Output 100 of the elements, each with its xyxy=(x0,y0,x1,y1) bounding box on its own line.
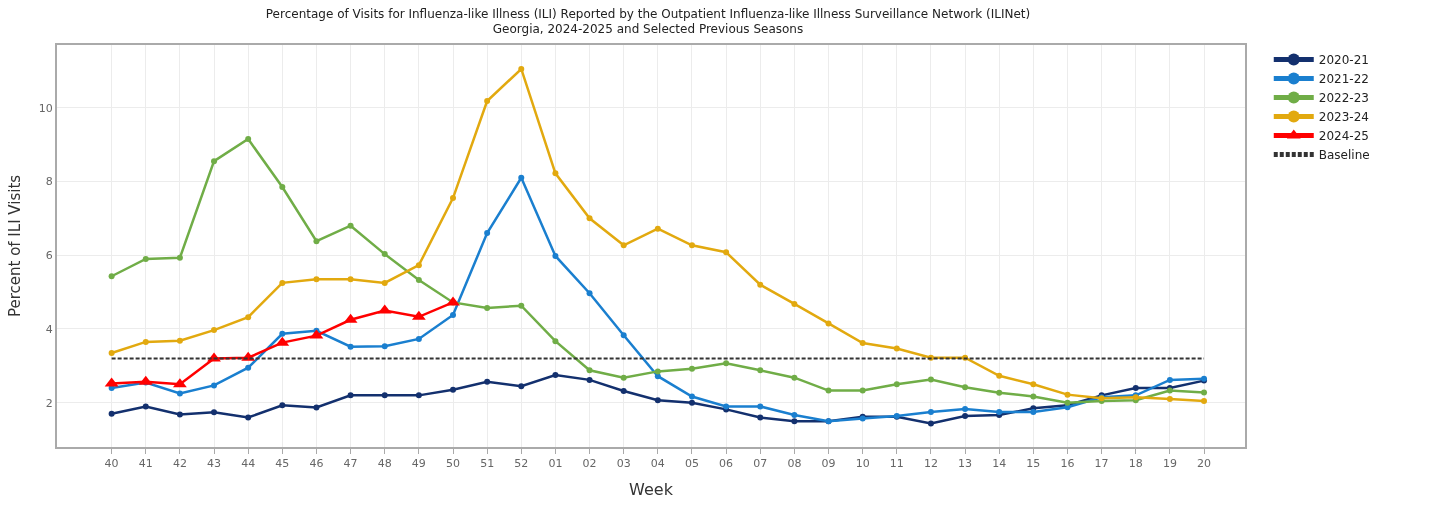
x-tick-label: 50 xyxy=(446,457,460,471)
point xyxy=(688,242,695,249)
point xyxy=(279,402,286,409)
x-tick-label: 17 xyxy=(1094,457,1109,471)
point xyxy=(620,332,627,339)
point xyxy=(381,392,388,399)
point xyxy=(347,222,354,229)
point xyxy=(620,374,627,381)
x-tick-label: 13 xyxy=(958,457,973,471)
x-tick-label: 52 xyxy=(514,457,529,471)
point xyxy=(723,360,730,367)
point xyxy=(313,276,320,283)
x-tick-label: 45 xyxy=(275,457,290,471)
point xyxy=(825,387,832,394)
x-tick-label: 10 xyxy=(855,457,870,471)
point xyxy=(176,337,183,344)
point xyxy=(688,399,695,406)
x-tick-label: 07 xyxy=(753,457,768,471)
x-tick-label: 46 xyxy=(309,457,324,471)
y-tick-label: 2 xyxy=(45,396,53,410)
point xyxy=(552,170,559,177)
point xyxy=(415,276,422,283)
point xyxy=(962,384,969,391)
x-tick-label: 01 xyxy=(548,457,563,471)
point xyxy=(552,252,559,259)
point xyxy=(446,296,460,306)
point xyxy=(859,340,866,346)
point xyxy=(245,314,252,321)
point xyxy=(893,381,900,388)
y-tick-label: 8 xyxy=(45,175,53,189)
point xyxy=(1201,397,1208,404)
legend-label: 2024-25 xyxy=(1318,129,1369,144)
x-tick-label: 15 xyxy=(1026,457,1041,471)
x-tick-label: 19 xyxy=(1162,457,1177,471)
x-tick-label: 03 xyxy=(616,457,631,471)
point xyxy=(825,320,832,327)
chart-title: Percentage of Visits for Influenza-like Illness (ILI) Reported by the Outpatient Influenza-like Illness Surveillance Network (ILINet) xyxy=(265,6,1031,21)
point xyxy=(927,408,934,415)
point xyxy=(142,403,149,410)
point xyxy=(791,374,798,381)
legend-label: 2023-24 xyxy=(1318,110,1369,125)
y-tick-label: 10 xyxy=(38,101,53,115)
y-tick-label: 4 xyxy=(45,322,53,336)
point xyxy=(1166,376,1173,383)
point xyxy=(381,279,388,286)
point xyxy=(654,225,661,232)
x-tick-label: 02 xyxy=(582,457,597,471)
point xyxy=(1030,381,1037,388)
point xyxy=(1201,389,1208,396)
x-tick-label: 11 xyxy=(889,457,904,471)
x-tick-label: 04 xyxy=(650,457,665,471)
point xyxy=(586,215,593,222)
point xyxy=(108,410,115,417)
legend-label: 2021-22 xyxy=(1318,72,1369,87)
point xyxy=(927,376,934,383)
x-tick-label: 12 xyxy=(923,457,938,471)
x-tick-label: 08 xyxy=(787,457,802,471)
point xyxy=(381,251,388,258)
point xyxy=(279,330,286,337)
point xyxy=(142,255,149,262)
point xyxy=(791,418,798,425)
chart-subtitle: Georgia, 2024-2025 and Selected Previous Seasons xyxy=(492,22,804,37)
point xyxy=(893,345,900,352)
x-tick-label: 20 xyxy=(1197,457,1212,471)
point xyxy=(415,262,422,269)
point xyxy=(484,304,491,311)
point xyxy=(347,276,354,283)
point xyxy=(381,343,388,350)
point xyxy=(859,387,866,394)
x-tick-label: 49 xyxy=(411,457,426,471)
point xyxy=(450,195,456,202)
x-axis-title: Week xyxy=(629,480,674,500)
point xyxy=(1166,396,1173,403)
y-tick-label: 6 xyxy=(45,249,53,263)
point xyxy=(552,372,559,379)
point xyxy=(245,414,252,421)
point xyxy=(996,372,1003,379)
point xyxy=(108,349,115,356)
point xyxy=(688,393,695,400)
legend-label: Baseline xyxy=(1318,148,1370,163)
x-tick-label: 44 xyxy=(241,457,256,471)
point xyxy=(211,382,218,389)
point xyxy=(927,420,934,427)
point xyxy=(108,273,115,280)
point xyxy=(620,242,627,249)
point xyxy=(279,279,286,286)
point xyxy=(211,158,218,165)
point xyxy=(484,98,491,105)
point xyxy=(518,174,525,181)
point xyxy=(245,136,252,143)
x-tick-label: 16 xyxy=(1060,457,1075,471)
point xyxy=(211,327,218,334)
point xyxy=(791,411,798,418)
point xyxy=(996,389,1003,396)
point xyxy=(176,390,183,397)
point xyxy=(518,65,525,72)
point xyxy=(176,411,183,418)
point xyxy=(450,311,456,318)
point xyxy=(586,367,593,374)
x-tick-label: 18 xyxy=(1128,457,1143,471)
